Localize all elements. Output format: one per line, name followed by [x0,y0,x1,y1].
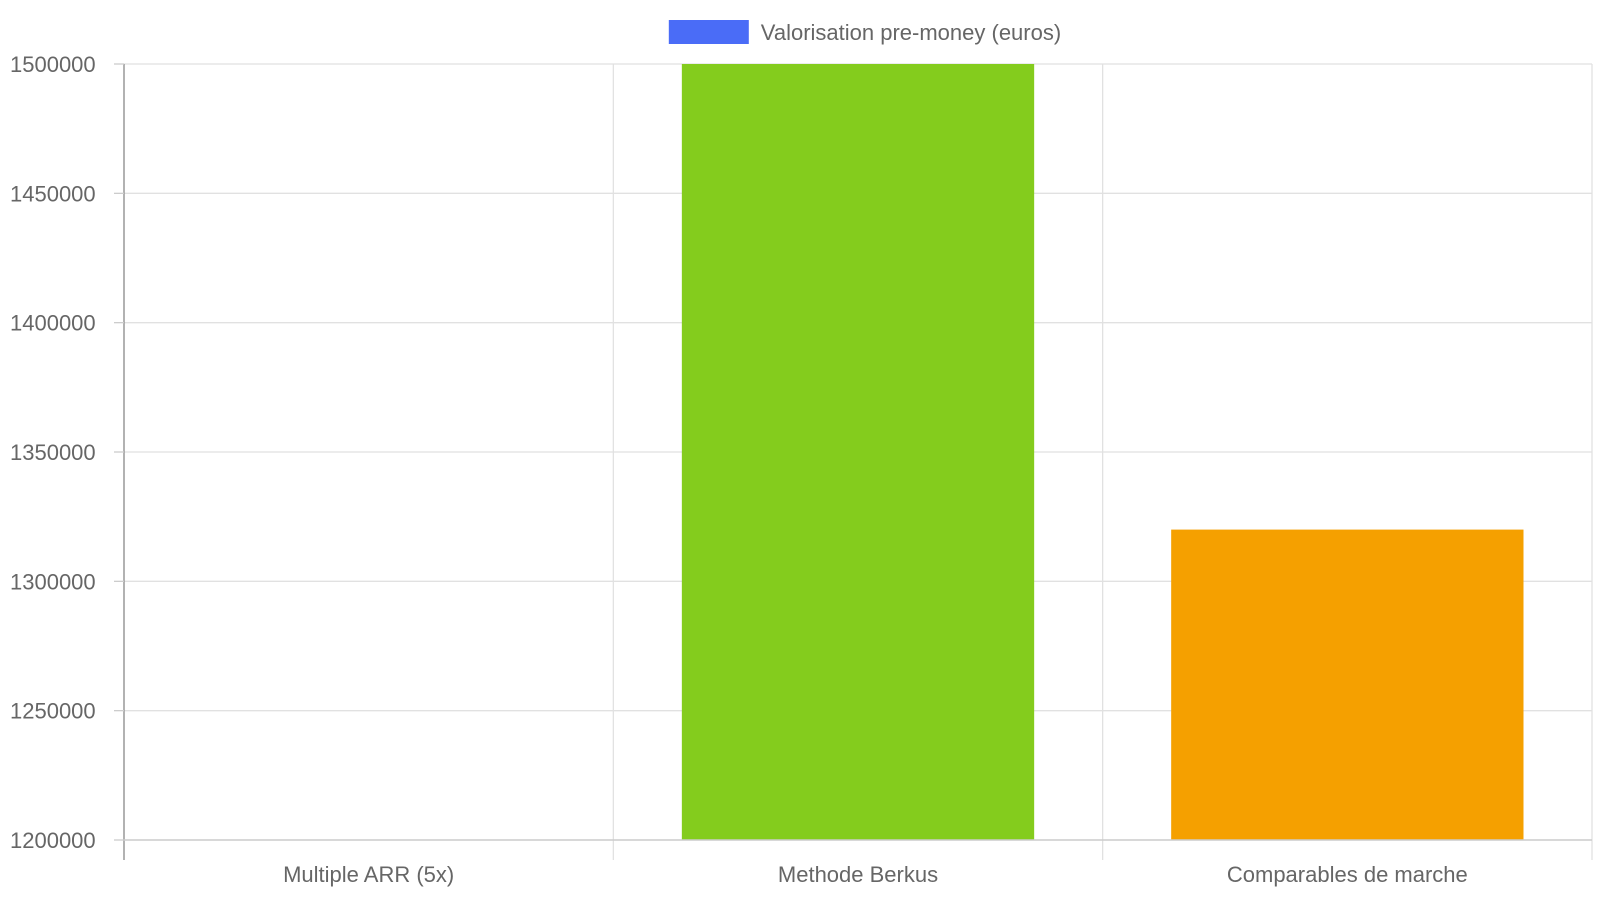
y-tick-label: 1500000 [10,52,96,77]
y-tick-label: 1400000 [10,311,96,336]
legend-label[interactable]: Valorisation pre-money (euros) [761,20,1061,45]
y-tick-label: 1300000 [10,569,96,594]
bar[interactable] [681,64,1035,840]
x-tick-label: Multiple ARR (5x) [283,862,454,887]
bars [681,64,1524,840]
axes [114,63,1592,860]
y-axis-ticks: 1200000 1250000 1300000 1350000 1400000 14500… [10,52,96,853]
x-tick-label: Methode Berkus [778,862,938,887]
x-axis-labels: Multiple ARR (5x) Methode Berkus Comparabl… [283,862,1468,887]
y-tick-label: 1350000 [10,440,96,465]
legend-swatch[interactable] [668,20,749,44]
y-tick-label: 1200000 [10,828,96,853]
bar[interactable] [1171,529,1524,840]
legend[interactable]: Valorisation pre-money (euros) [668,20,1061,45]
y-tick-label: 1250000 [10,699,96,724]
x-tick-label: Comparables de marche [1227,862,1468,887]
y-tick-label: 1450000 [10,181,96,206]
